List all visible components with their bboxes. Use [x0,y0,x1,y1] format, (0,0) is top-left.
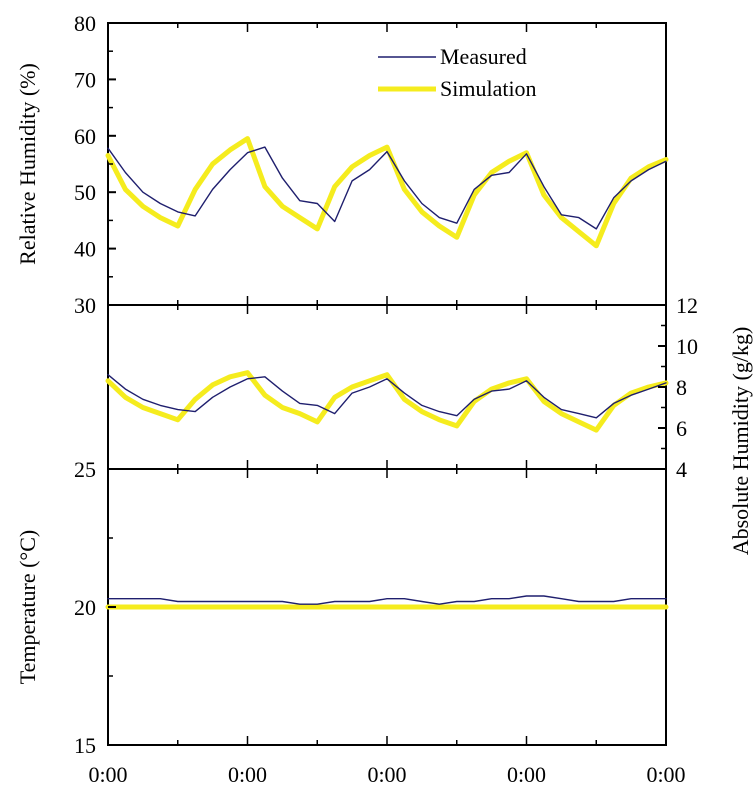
x-tick-label: 0:00 [88,762,127,787]
absolute-humidity-y-tick-label: 10 [676,334,698,359]
legend: Measured Simulation [378,44,537,101]
legend-label-simulation: Simulation [440,76,537,101]
x-tick-label: 0:00 [507,762,546,787]
absolute-humidity-y-tick-label: 6 [676,416,687,441]
temperature-y-tick-label: 20 [74,595,96,620]
y-axis-title-absolute-humidity: Absolute Humidity (g/kg) [728,327,753,556]
axes-layer: 30 40 50 60 70 80 4 6 8 10 12 15 20 25 0:00 0:00 0:00 0:0… [74,11,698,787]
relative-humidity-y-tick-label: 60 [74,124,96,149]
absolute-humidity-measured-line [107,374,667,419]
y-axis-title-temperature: Temperature (°C) [15,530,40,684]
relative-humidity-simulation-line [105,136,669,249]
absolute-humidity-y-tick-label: 4 [676,457,687,482]
relative-humidity-y-tick-label: 80 [74,11,96,36]
absolute-humidity-y-tick-label: 8 [676,375,687,400]
y-axis-title-relative-humidity: Relative Humidity (%) [15,63,40,265]
x-tick-label: 0:00 [646,762,685,787]
x-tick-label: 0:00 [228,762,267,787]
relative-humidity-y-tick-label: 40 [74,237,96,262]
relative-humidity-y-tick-label: 70 [74,67,96,92]
relative-humidity-measured-line [107,146,667,230]
legend-label-measured: Measured [440,44,527,69]
relative-humidity-y-tick-label: 50 [74,180,96,205]
temperature-y-tick-label: 15 [74,733,96,758]
absolute-humidity-y-tick-label: 12 [676,293,698,318]
x-tick-label: 0:00 [367,762,406,787]
temperature-measured-line [107,595,667,605]
absolute-humidity-simulation-line [105,370,669,433]
temperature-y-tick-label: 25 [74,457,96,482]
relative-humidity-y-tick-label: 30 [74,293,96,318]
plot-area-frame [107,22,667,746]
series-layer [105,136,669,610]
